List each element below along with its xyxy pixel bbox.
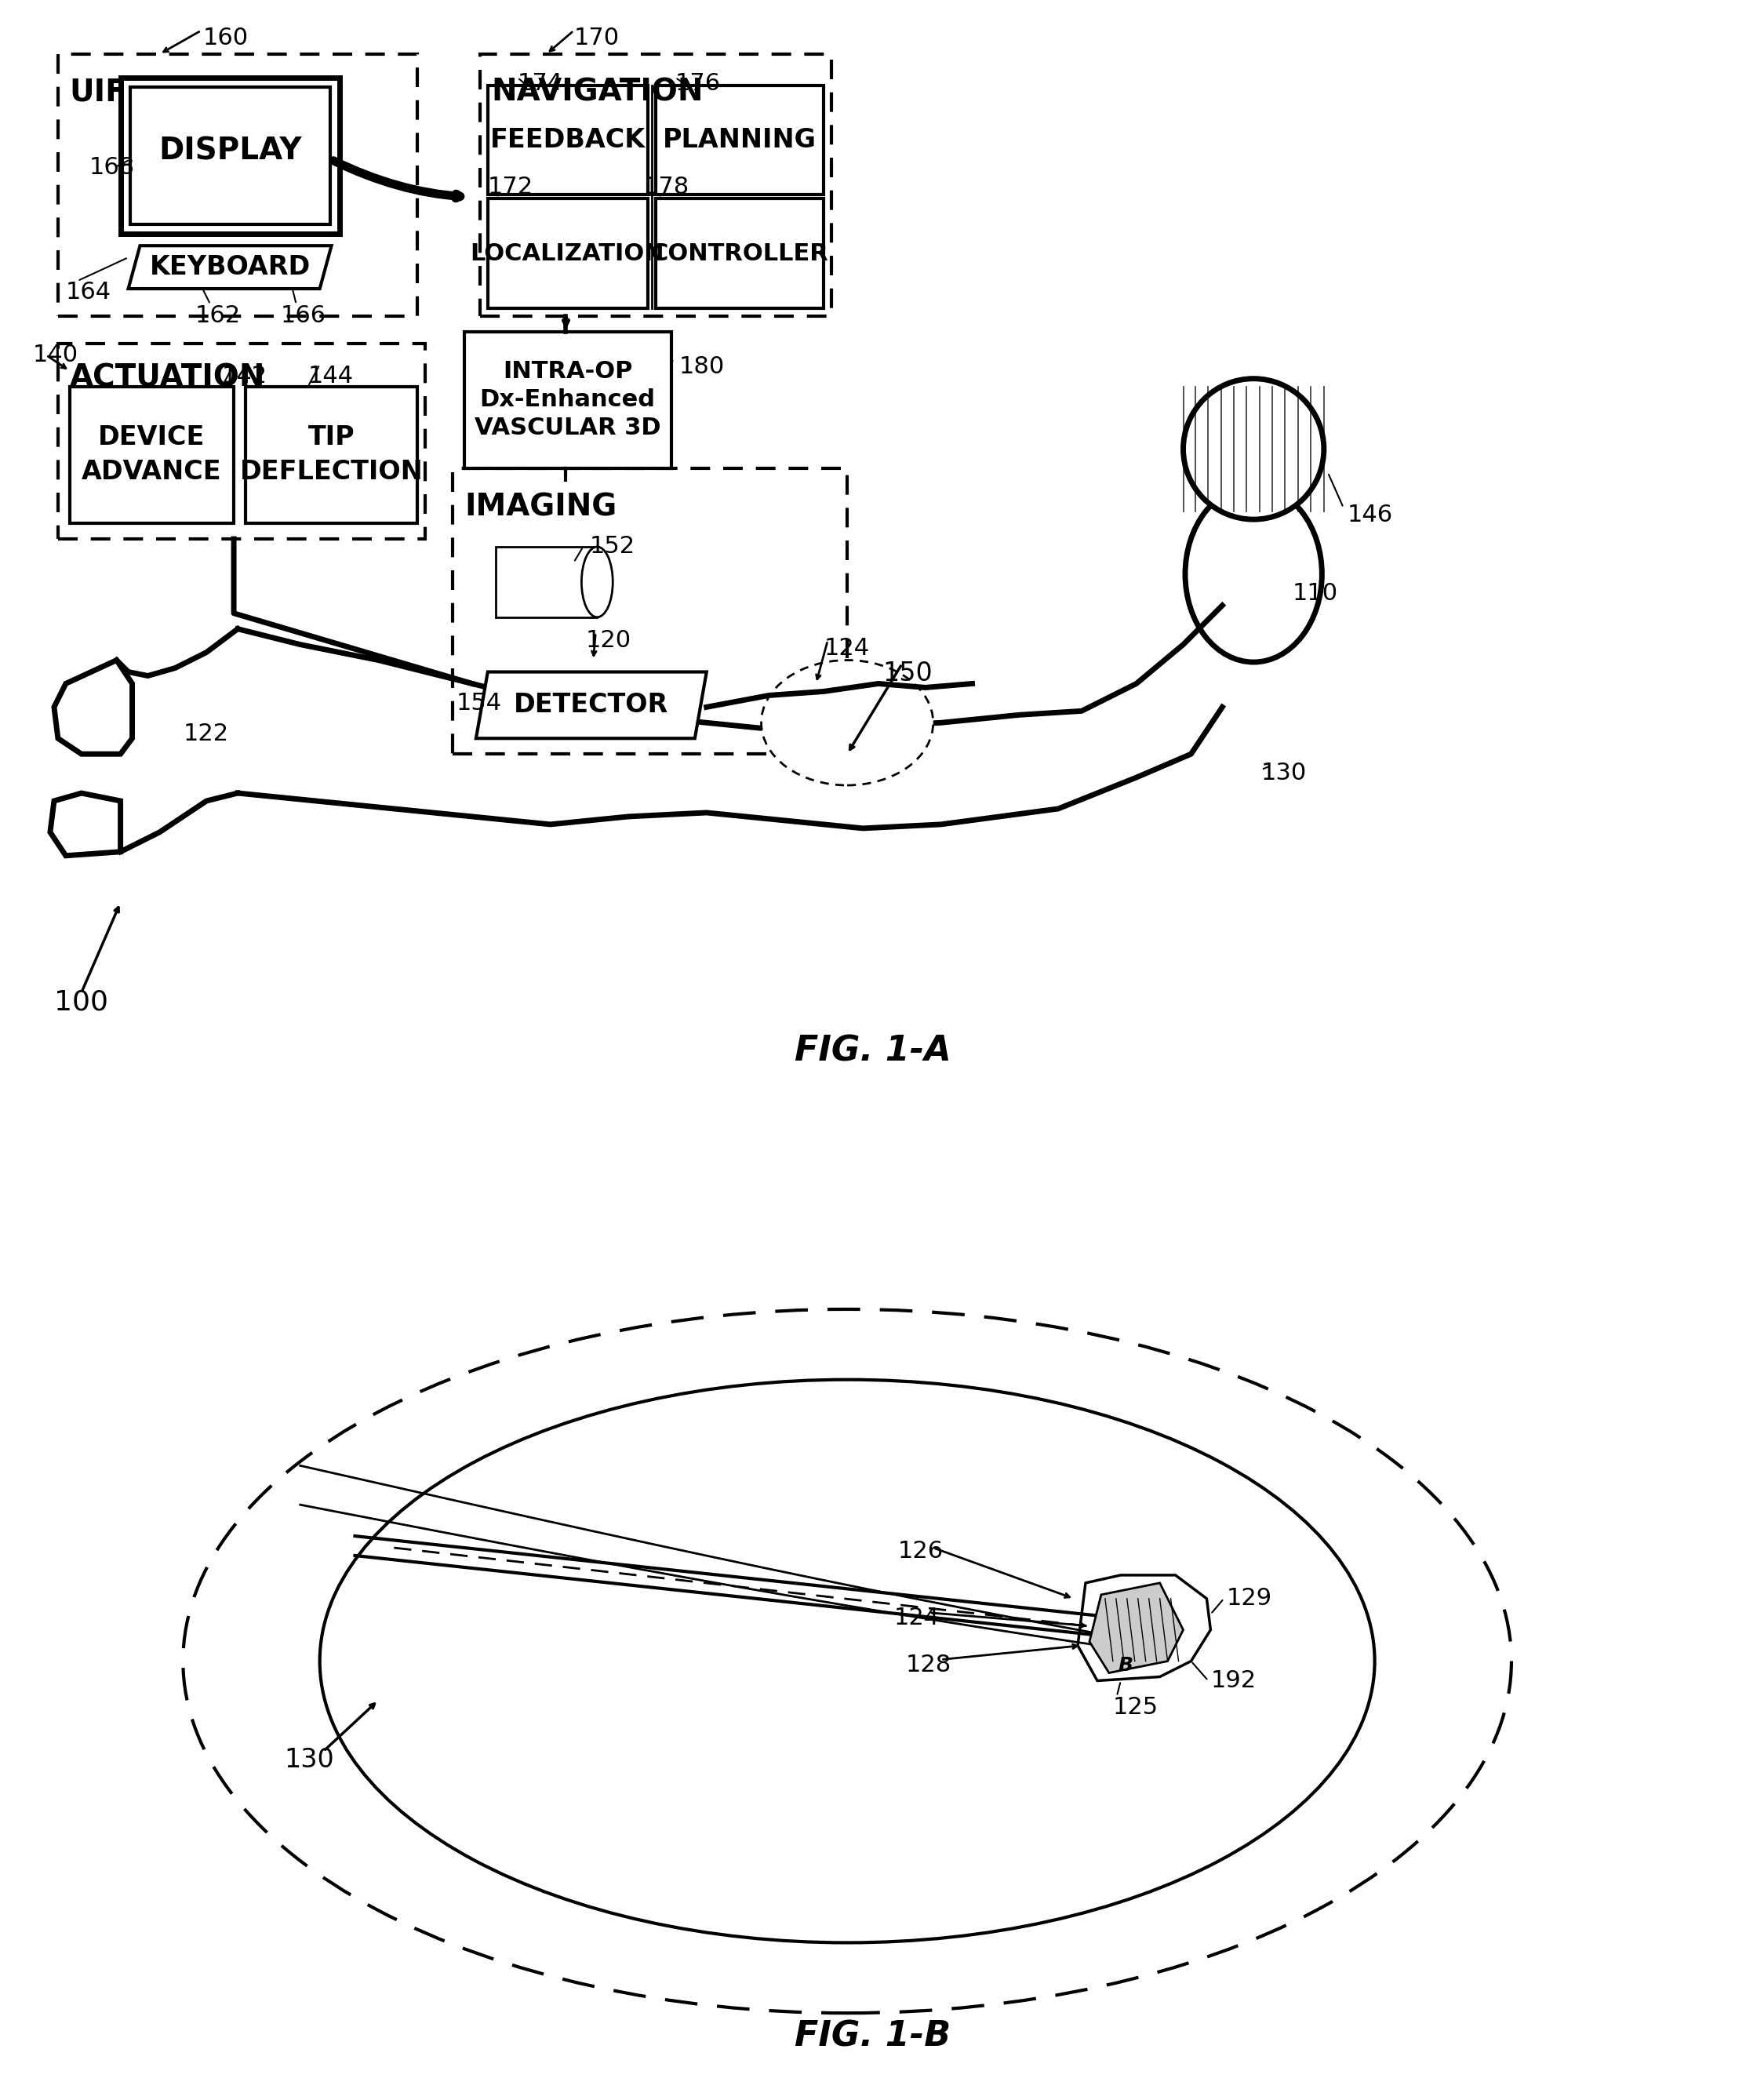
Text: CONTROLLER: CONTROLLER xyxy=(651,242,828,265)
Text: 170: 170 xyxy=(574,27,620,50)
Text: 164: 164 xyxy=(66,281,112,304)
Bar xyxy=(496,546,597,617)
Text: 168: 168 xyxy=(89,155,134,178)
Text: 124: 124 xyxy=(894,1606,939,1630)
Text: DEVICE
ADVANCE: DEVICE ADVANCE xyxy=(82,424,222,485)
Text: 162: 162 xyxy=(196,304,241,328)
Text: NAVIGATION: NAVIGATION xyxy=(492,78,704,107)
Text: 172: 172 xyxy=(487,176,533,200)
Text: 130: 130 xyxy=(1261,762,1308,785)
Ellipse shape xyxy=(1184,378,1323,519)
Text: 110: 110 xyxy=(1292,582,1337,605)
Ellipse shape xyxy=(183,1308,1512,2014)
Text: 160: 160 xyxy=(203,27,248,50)
Text: 152: 152 xyxy=(590,536,636,559)
Bar xyxy=(70,386,234,523)
Text: IMAGING: IMAGING xyxy=(464,491,616,521)
Bar xyxy=(120,78,339,233)
Text: 130: 130 xyxy=(285,1747,335,1772)
Text: 150: 150 xyxy=(882,659,932,687)
Text: 124: 124 xyxy=(824,636,870,659)
Bar xyxy=(487,200,648,309)
Bar xyxy=(129,86,330,225)
Bar xyxy=(656,200,824,309)
Text: 120: 120 xyxy=(585,628,630,651)
Polygon shape xyxy=(51,794,120,855)
Text: KEYBOARD: KEYBOARD xyxy=(150,254,311,279)
Text: 140: 140 xyxy=(33,344,79,365)
Text: 174: 174 xyxy=(517,71,562,94)
Text: DETECTOR: DETECTOR xyxy=(513,691,669,718)
Text: FIG. 1-B: FIG. 1-B xyxy=(794,2020,952,2054)
Text: 128: 128 xyxy=(906,1653,952,1676)
Text: 176: 176 xyxy=(676,71,721,94)
Text: 146: 146 xyxy=(1348,504,1393,527)
Text: 125: 125 xyxy=(1112,1697,1159,1720)
Text: 100: 100 xyxy=(54,989,108,1014)
Bar xyxy=(487,86,648,195)
Text: 166: 166 xyxy=(281,304,327,328)
Text: 129: 129 xyxy=(1226,1588,1271,1609)
Text: 180: 180 xyxy=(679,355,725,378)
Text: 144: 144 xyxy=(307,365,354,386)
Text: LOCALIZATION: LOCALIZATION xyxy=(470,242,665,265)
Polygon shape xyxy=(54,659,133,754)
Text: UIF: UIF xyxy=(70,78,127,107)
Text: INTRA-OP
Dx-Enhanced
VASCULAR 3D: INTRA-OP Dx-Enhanced VASCULAR 3D xyxy=(475,361,660,439)
Text: PLANNING: PLANNING xyxy=(662,128,815,153)
Text: FIG. 1-A: FIG. 1-A xyxy=(794,1035,952,1069)
Bar xyxy=(58,55,417,317)
Bar xyxy=(656,86,824,195)
Text: 178: 178 xyxy=(644,176,690,200)
Text: B: B xyxy=(1119,1655,1133,1674)
Bar xyxy=(58,344,426,540)
Text: 142: 142 xyxy=(222,365,267,386)
Bar xyxy=(246,386,417,523)
Polygon shape xyxy=(1090,1583,1184,1674)
Text: 192: 192 xyxy=(1210,1670,1255,1693)
Polygon shape xyxy=(477,672,707,739)
Bar xyxy=(452,468,847,754)
Polygon shape xyxy=(127,246,332,288)
Ellipse shape xyxy=(581,546,613,617)
Text: TIP
DEFLECTION: TIP DEFLECTION xyxy=(239,424,423,485)
Text: DISPLAY: DISPLAY xyxy=(159,136,302,166)
Text: 126: 126 xyxy=(897,1539,943,1562)
Text: 122: 122 xyxy=(183,722,229,745)
Text: ACTUATION: ACTUATION xyxy=(70,363,265,393)
Bar xyxy=(464,332,672,468)
Text: 154: 154 xyxy=(456,691,503,714)
Text: FEEDBACK: FEEDBACK xyxy=(491,128,646,153)
Ellipse shape xyxy=(1186,487,1322,662)
Ellipse shape xyxy=(320,1380,1374,1942)
Ellipse shape xyxy=(761,659,932,785)
Bar xyxy=(480,55,831,317)
